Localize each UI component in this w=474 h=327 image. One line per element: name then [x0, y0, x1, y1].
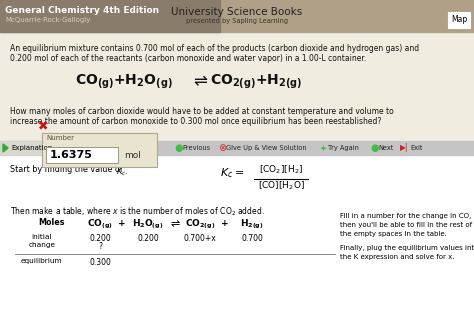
Text: mol: mol — [124, 150, 141, 160]
Bar — [0, 0, 220, 32]
Text: Moles: Moles — [39, 218, 65, 227]
Text: ⊗: ⊗ — [218, 143, 226, 153]
Text: How many moles of carbon dioxide would have to be added at constant temperature : How many moles of carbon dioxide would h… — [10, 107, 394, 116]
Text: presented by Sapling Learning: presented by Sapling Learning — [186, 18, 288, 24]
Text: $\mathbf{CO_{(g)}} \mathbf{+ H_2O_{(g)}}$: $\mathbf{CO_{(g)}} \mathbf{+ H_2O_{(g)}}… — [75, 73, 173, 91]
Text: An equilibrium mixture contains 0.700 mol of each of the products (carbon dioxid: An equilibrium mixture contains 0.700 mo… — [10, 44, 419, 53]
Text: Start by finding the value of: Start by finding the value of — [10, 165, 125, 174]
Bar — [0, 141, 62, 155]
Text: 0.200: 0.200 — [89, 234, 111, 243]
Text: $\rightleftharpoons$: $\rightleftharpoons$ — [167, 218, 181, 229]
Text: ✖: ✖ — [38, 119, 48, 132]
Text: $\mathbf{CO_{2(g)}}$: $\mathbf{CO_{2(g)}}$ — [185, 218, 215, 231]
Bar — [0, 155, 474, 327]
Bar — [0, 141, 474, 155]
Text: 0.200 mol of each of the reactants (carbon monoxide and water vapor) in a 1.00-L: 0.200 mol of each of the reactants (carb… — [10, 54, 366, 63]
Polygon shape — [3, 144, 8, 152]
Text: $\mathbf{CO_{(g)}}$: $\mathbf{CO_{(g)}}$ — [87, 218, 113, 231]
Bar — [448, 12, 470, 28]
Text: ?: ? — [98, 242, 102, 251]
Bar — [42, 133, 157, 167]
Text: Map: Map — [451, 15, 467, 25]
Text: $K_c$.: $K_c$. — [116, 165, 128, 178]
Text: Try Again: Try Again — [328, 145, 359, 151]
Text: 1.6375: 1.6375 — [50, 150, 93, 160]
Text: the empty spaces in the table.: the empty spaces in the table. — [340, 231, 447, 237]
Text: $\mathbf{+}$: $\mathbf{+}$ — [117, 218, 125, 228]
Text: 0.200: 0.200 — [137, 234, 159, 243]
Text: General Chemistry 4th Edition: General Chemistry 4th Edition — [5, 6, 159, 15]
Text: Number: Number — [46, 135, 74, 141]
Text: McQuarrie·Rock·Gallogly: McQuarrie·Rock·Gallogly — [5, 17, 91, 23]
Text: Then make a table, where $x$ is the number of moles of CO$_2$ added.: Then make a table, where $x$ is the numb… — [10, 205, 264, 217]
Text: $\rightleftharpoons$: $\rightleftharpoons$ — [190, 72, 209, 90]
Text: ●: ● — [174, 143, 182, 153]
Bar — [0, 0, 474, 32]
Text: ✦: ✦ — [320, 144, 327, 152]
Text: $\mathbf{CO_{2(g)}} \mathbf{+ H_{2(g)}}$: $\mathbf{CO_{2(g)}} \mathbf{+ H_{2(g)}}$ — [210, 73, 302, 91]
Bar — [0, 1, 474, 141]
Text: change: change — [28, 242, 55, 248]
Text: increase the amount of carbon monoxide to 0.300 mol once equilibrium has been re: increase the amount of carbon monoxide t… — [10, 117, 382, 126]
Text: $K_c=$: $K_c=$ — [220, 166, 244, 180]
Text: 0.700+x: 0.700+x — [183, 234, 216, 243]
Text: $\mathbf{+}$: $\mathbf{+}$ — [219, 218, 228, 228]
Text: initial: initial — [32, 234, 52, 240]
Text: University Science Books: University Science Books — [172, 7, 302, 17]
Text: Fill in a number for the change in CO,: Fill in a number for the change in CO, — [340, 213, 471, 219]
Text: $\mathbf{H_2O_{(g)}}$: $\mathbf{H_2O_{(g)}}$ — [132, 218, 164, 231]
Text: $\mathbf{H_{2(g)}}$: $\mathbf{H_{2(g)}}$ — [240, 218, 264, 231]
Text: equilibrium: equilibrium — [21, 258, 63, 264]
Text: Explanation: Explanation — [11, 145, 52, 151]
Text: Finally, plug the equilibrium values into: Finally, plug the equilibrium values int… — [340, 245, 474, 251]
Text: ●: ● — [370, 143, 379, 153]
Text: Previous: Previous — [182, 145, 210, 151]
Text: the K expression and solve for x.: the K expression and solve for x. — [340, 254, 455, 260]
Bar — [0, 32, 474, 141]
Text: Give Up & View Solution: Give Up & View Solution — [226, 145, 307, 151]
Text: Next: Next — [378, 145, 393, 151]
Text: 0.700: 0.700 — [241, 234, 263, 243]
Text: $[\mathrm{CO_2}][\mathrm{H_2}]$: $[\mathrm{CO_2}][\mathrm{H_2}]$ — [259, 164, 303, 176]
Text: ▶|: ▶| — [400, 144, 409, 152]
Text: $[\mathrm{CO}][\mathrm{H_2O}]$: $[\mathrm{CO}][\mathrm{H_2O}]$ — [257, 180, 304, 193]
Bar — [46, 147, 118, 163]
Text: Exit: Exit — [410, 145, 422, 151]
Text: then you'll be able to fill in the rest of: then you'll be able to fill in the rest … — [340, 222, 472, 228]
Text: 0.300: 0.300 — [89, 258, 111, 267]
